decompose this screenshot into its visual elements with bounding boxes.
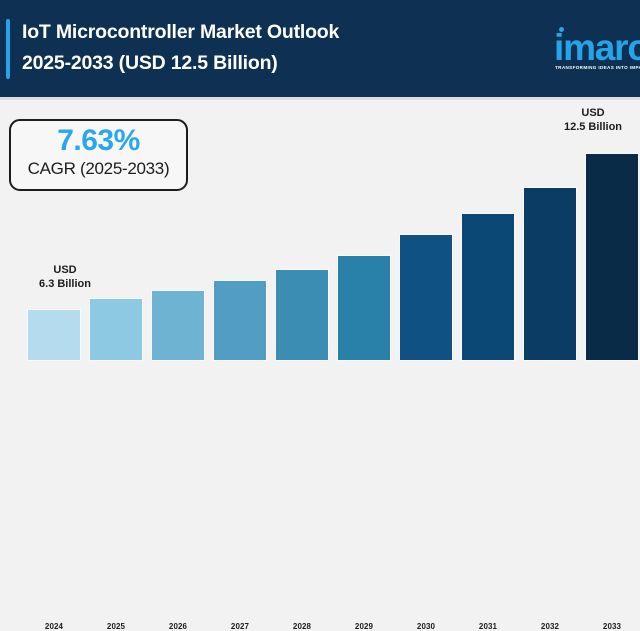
last-bar-value-label: USD 12.5 Billion — [548, 106, 638, 134]
bar-2031 — [462, 214, 514, 360]
bar-2030 — [400, 235, 452, 360]
bar-2026 — [152, 291, 204, 360]
logo-tagline: TRANSFORMING IDEAS INTO IMPACT — [555, 65, 640, 70]
page-title-line-2: 2025-2033 (USD 12.5 Billion) — [22, 52, 278, 74]
x-axis-label-2029: 2029 — [354, 622, 374, 631]
logo-wordmark: imarc — [554, 27, 640, 68]
last-bar-value-line-1: USD — [581, 107, 605, 119]
cagr-value: 7.63% — [57, 124, 140, 157]
x-axis-label-2027: 2027 — [230, 622, 250, 631]
x-axis-label-2026: 2026 — [168, 622, 188, 631]
last-bar-value-line-2: 12.5 Billion — [563, 121, 623, 133]
page-title-line-1: IoT Microcontroller Market Outlook — [22, 21, 340, 43]
x-axis-label-2024: 2024 — [44, 622, 64, 631]
imarc-logo: imarc TRANSFORMING IDEAS INTO IMPACT — [554, 27, 640, 75]
first-bar-value-label: USD 6.3 Billion — [24, 263, 106, 291]
bar-2033 — [586, 154, 638, 360]
title-accent-bar — [6, 19, 10, 79]
bar-2024 — [28, 310, 80, 360]
header-banner: IoT Microcontroller Market Outlook 2025-… — [0, 0, 640, 97]
x-axis-label-2025: 2025 — [106, 622, 126, 631]
x-axis-label-2028: 2028 — [292, 622, 312, 631]
bar-2029 — [338, 256, 390, 360]
header-divider — [0, 97, 640, 100]
first-bar-value-line-2: 6.3 Billion — [39, 278, 91, 290]
bar-2028 — [276, 270, 328, 360]
x-axis-label-2033: 2033 — [602, 622, 622, 631]
bar-2025 — [90, 299, 142, 360]
bar-chart: USD 6.3 Billion USD 12.5 Billion 2024 202… — [0, 100, 640, 631]
bar-2032 — [524, 188, 576, 360]
logo-dot-icon — [559, 27, 564, 32]
cagr-callout-box: 7.63% CAGR (2025-2033) — [9, 119, 188, 191]
x-axis-label-2030: 2030 — [416, 622, 436, 631]
x-axis-label-2032: 2032 — [540, 622, 560, 631]
first-bar-value-line-1: USD — [53, 264, 77, 276]
bar-2027 — [214, 281, 266, 360]
page-title: IoT Microcontroller Market Outlook 2025-… — [22, 17, 492, 79]
x-axis-label-2031: 2031 — [478, 622, 498, 631]
cagr-label: CAGR (2025-2033) — [27, 159, 170, 178]
